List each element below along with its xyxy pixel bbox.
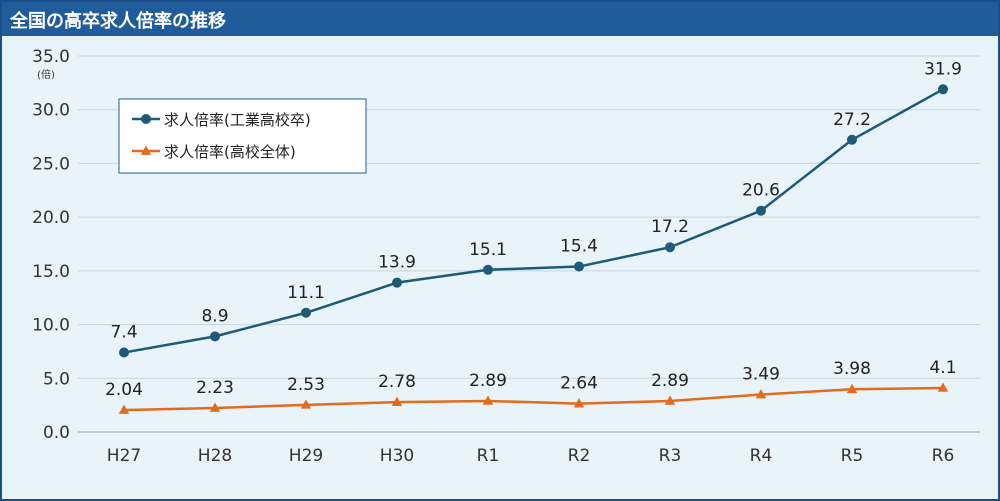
- data-label: 17.2: [651, 217, 689, 237]
- data-point: [665, 242, 675, 253]
- x-tick-label: R4: [750, 446, 773, 466]
- data-label: 13.9: [378, 253, 416, 273]
- chart-title: 全国の高卒求人倍率の推移: [10, 11, 226, 32]
- data-point: [755, 389, 767, 399]
- legend-marker: [141, 114, 151, 124]
- x-tick-label: H28: [198, 446, 232, 466]
- data-label: 3.49: [742, 365, 780, 385]
- x-tick-label: R5: [841, 446, 864, 466]
- y-tick-label: 15.0: [32, 262, 70, 282]
- data-point: [210, 331, 220, 342]
- data-label: 11.1: [287, 283, 325, 303]
- legend-item-1: 求人倍率(工業高校卒): [132, 111, 311, 129]
- data-point: [937, 382, 949, 392]
- y-tick-label: 5.0: [43, 369, 70, 389]
- legend-marker: [140, 145, 152, 155]
- x-tick-label: R6: [932, 446, 955, 466]
- data-label: 15.1: [469, 240, 507, 260]
- series-1: 7.4 8.9 11.1 13.9 15.1 15.4 17.2 20.6 27.2 31.9: [110, 59, 962, 358]
- y-unit-label: (倍): [37, 68, 55, 81]
- data-point: [300, 399, 312, 409]
- data-label: 31.9: [924, 59, 962, 79]
- chart-header: 全国の高卒求人倍率の推移: [2, 2, 998, 36]
- data-label: 2.23: [196, 378, 234, 398]
- x-tick-label: H27: [107, 446, 141, 466]
- y-axis: 0.0 5.0 10.0 15.0 20.0 25.0 30.0 35.0(倍): [32, 47, 70, 443]
- data-label: 2.89: [651, 371, 689, 391]
- x-tick-label: R2: [568, 446, 591, 466]
- data-point: [482, 395, 494, 405]
- x-tick-label: R3: [659, 446, 682, 466]
- y-tick-label: 35.0: [32, 47, 70, 67]
- x-tick-label: H29: [289, 446, 323, 466]
- series-layer: 7.4 8.9 11.1 13.9 15.1 15.4 17.2 20.6 27.2 31.9 2.…: [105, 59, 962, 414]
- y-tick-label: 20.0: [32, 208, 70, 228]
- legend: 求人倍率(工業高校卒) 求人倍率(高校全体): [118, 98, 367, 174]
- y-tick-label: 10.0: [32, 316, 70, 336]
- data-label: 20.6: [742, 181, 780, 201]
- series-line: [123, 88, 944, 354]
- x-tick-label: R1: [477, 446, 500, 466]
- legend-label: 求人倍率(工業高校卒): [164, 111, 311, 129]
- data-point: [756, 205, 766, 216]
- series-line: [123, 386, 944, 412]
- y-tick-label: 30.0: [32, 101, 70, 121]
- legend-box: [118, 98, 367, 174]
- data-point: [483, 264, 493, 275]
- data-label: 4.1: [929, 358, 956, 378]
- data-label: 2.53: [287, 375, 325, 395]
- data-point: [938, 84, 948, 95]
- data-point: [846, 383, 858, 394]
- data-label: 2.89: [469, 371, 507, 391]
- series-2: 2.04 2.23 2.53 2.78 2.89 2.64 2.89 3.49 3.98 4.1: [105, 358, 957, 414]
- data-label: 2.78: [378, 372, 416, 392]
- legend-item-2: 求人倍率(高校全体): [132, 143, 296, 161]
- data-point: [664, 395, 676, 405]
- data-label: 7.4: [110, 323, 137, 343]
- data-point: [118, 404, 130, 414]
- x-tick-label: H30: [380, 446, 414, 466]
- legend-label: 求人倍率(高校全体): [164, 143, 296, 161]
- y-tick-label: 0.0: [43, 423, 70, 443]
- data-point: [209, 402, 221, 412]
- data-point: [391, 396, 403, 406]
- data-label: 2.64: [560, 374, 598, 394]
- data-point: [119, 347, 129, 358]
- data-label: 2.04: [105, 380, 143, 400]
- data-point: [847, 134, 857, 145]
- data-point: [392, 277, 402, 288]
- data-label: 3.98: [833, 359, 871, 379]
- data-label: 27.2: [833, 110, 871, 130]
- data-point: [574, 261, 584, 272]
- data-label: 15.4: [560, 237, 598, 257]
- data-point: [573, 398, 585, 408]
- y-tick-label: 25.0: [32, 154, 70, 174]
- data-label: 8.9: [201, 306, 228, 326]
- x-axis: H27 H28 H29 H30 R1 R2 R3 R4 R5 R6: [107, 446, 955, 466]
- data-point: [301, 307, 311, 318]
